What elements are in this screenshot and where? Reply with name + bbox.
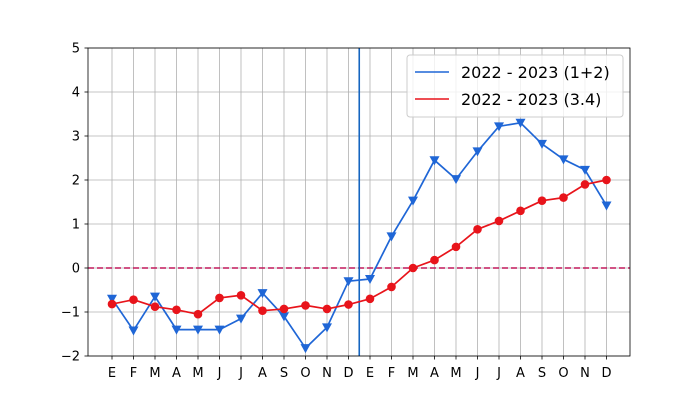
data-point bbox=[236, 290, 246, 300]
x-tick-label: J bbox=[496, 366, 501, 381]
series-1 bbox=[107, 118, 612, 354]
x-tick-label: J bbox=[238, 366, 243, 381]
data-point bbox=[257, 289, 268, 299]
data-point bbox=[408, 263, 418, 273]
data-point bbox=[215, 293, 224, 303]
data-point bbox=[473, 224, 482, 234]
x-tick-label: D bbox=[601, 366, 611, 381]
y-tick-label: 4 bbox=[72, 86, 80, 101]
data-point bbox=[301, 301, 310, 310]
y-tick-label: −2 bbox=[61, 350, 80, 365]
data-point bbox=[472, 147, 483, 157]
x-tick-label: M bbox=[149, 366, 160, 381]
x-tick-label: A bbox=[172, 366, 181, 381]
data-point bbox=[107, 294, 117, 304]
x-tick-label: N bbox=[322, 366, 332, 381]
data-point bbox=[171, 325, 182, 335]
y-tick-label: −1 bbox=[61, 306, 80, 321]
y-tick-label: 3 bbox=[72, 130, 80, 145]
data-point bbox=[150, 292, 160, 302]
x-tick-label: F bbox=[388, 366, 395, 381]
data-point bbox=[451, 175, 461, 185]
data-point bbox=[129, 295, 138, 304]
x-tick-label: M bbox=[407, 366, 418, 381]
data-point bbox=[365, 275, 375, 284]
data-point bbox=[365, 294, 375, 304]
data-point bbox=[193, 309, 203, 319]
x-tick-label: E bbox=[108, 366, 116, 381]
data-point bbox=[150, 302, 160, 312]
data-point bbox=[601, 201, 612, 211]
data-point bbox=[537, 196, 547, 205]
x-tick-label: A bbox=[430, 366, 439, 381]
data-point bbox=[494, 216, 504, 226]
data-point bbox=[214, 325, 225, 335]
data-point bbox=[559, 193, 568, 202]
x-tick-label: S bbox=[538, 366, 546, 381]
series-line bbox=[111, 121, 608, 349]
x-tick-label: M bbox=[450, 366, 461, 381]
legend-box bbox=[406, 54, 624, 118]
y-tick-label: 2 bbox=[72, 174, 80, 189]
data-point bbox=[430, 255, 439, 265]
data-point bbox=[429, 156, 440, 166]
x-tick-label: J bbox=[475, 366, 480, 381]
x-tick-label: A bbox=[258, 366, 267, 381]
data-point bbox=[107, 299, 117, 309]
data-point bbox=[172, 305, 181, 315]
data-point bbox=[451, 242, 461, 252]
plot-frame bbox=[87, 47, 631, 357]
data-point bbox=[516, 206, 525, 216]
data-point bbox=[387, 282, 396, 292]
x-tick-label: A bbox=[516, 366, 525, 381]
x-tick-label: O bbox=[300, 366, 310, 381]
data-point bbox=[344, 300, 353, 309]
data-point bbox=[408, 196, 418, 206]
data-point bbox=[515, 118, 526, 128]
data-point bbox=[580, 180, 590, 189]
legend-label-series-1: 2022 - 2023 (1+2) bbox=[461, 63, 610, 82]
data-point bbox=[322, 304, 332, 314]
data-point bbox=[300, 344, 311, 354]
data-point bbox=[279, 312, 289, 322]
x-tick-label: N bbox=[580, 366, 590, 381]
legend: 2022 - 2023 (1+2) 2022 - 2023 (3.4) bbox=[406, 54, 624, 118]
series-group bbox=[107, 118, 612, 354]
data-point bbox=[494, 122, 504, 132]
data-point bbox=[580, 165, 590, 175]
x-tick-label: D bbox=[343, 366, 353, 381]
y-tick-label: 0 bbox=[72, 262, 80, 277]
data-point bbox=[258, 306, 267, 315]
data-point bbox=[128, 326, 139, 336]
data-point bbox=[386, 232, 397, 242]
legend-label-series-2: 2022 - 2023 (3.4) bbox=[461, 90, 601, 109]
x-tick-label: S bbox=[280, 366, 288, 381]
data-point bbox=[193, 325, 203, 335]
series-2 bbox=[107, 175, 611, 319]
data-point bbox=[602, 175, 611, 185]
x-tick-label: O bbox=[558, 366, 568, 381]
data-point bbox=[279, 304, 289, 314]
data-point bbox=[322, 323, 332, 333]
x-tick-label: M bbox=[192, 366, 203, 381]
data-point bbox=[343, 277, 354, 287]
y-tick-label: 5 bbox=[72, 42, 80, 57]
x-tick-label: F bbox=[130, 366, 137, 381]
x-tick-label: E bbox=[366, 366, 374, 381]
x-tick-label: J bbox=[217, 366, 222, 381]
data-point bbox=[558, 155, 569, 165]
data-point bbox=[236, 314, 246, 324]
data-point bbox=[537, 139, 547, 149]
y-tick-label: 1 bbox=[72, 218, 80, 233]
reference-lines bbox=[88, 48, 630, 356]
